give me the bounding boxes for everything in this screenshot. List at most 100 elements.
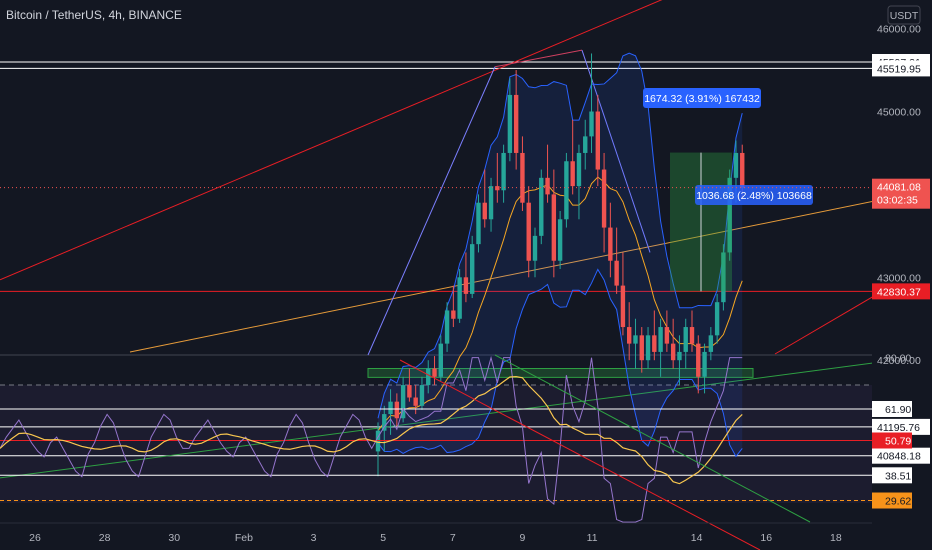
candle-body	[633, 335, 638, 344]
candle-body	[645, 335, 651, 361]
time-tick-label: 28	[99, 532, 111, 544]
tag-bg	[872, 401, 912, 417]
candle-body	[507, 94, 513, 153]
price-tick-label: 45000.00	[877, 107, 921, 119]
candle-body	[658, 327, 663, 352]
candle-body	[733, 152, 739, 178]
tag-bg	[872, 432, 912, 449]
tag-bg	[872, 178, 930, 209]
candle-body	[488, 186, 494, 220]
rsi-tick-label: 80.00	[885, 353, 911, 365]
rsi-ma-line	[0, 375, 743, 485]
rsi-band	[0, 385, 872, 503]
candle-body	[432, 368, 437, 377]
measure-label-2: 1036.68 (2.48%) 103668	[695, 185, 813, 205]
wedge-line-left	[367, 66, 496, 356]
candle-body	[740, 152, 745, 188]
candle-body	[451, 310, 456, 319]
candle-body	[627, 327, 632, 344]
tag-bg	[872, 283, 930, 300]
time-tick-label: 11	[587, 532, 598, 544]
candle-body	[482, 202, 487, 220]
candle-body	[413, 397, 418, 406]
price-level-tag: 45519.95	[872, 60, 930, 77]
candle-body	[545, 177, 550, 195]
candle-body	[595, 111, 600, 170]
candle-body	[375, 430, 381, 452]
rsi-level-tag: 50.79	[872, 432, 912, 449]
tag-text: 29.62	[885, 496, 911, 508]
candle-body	[570, 161, 575, 187]
measure-label-text: 1036.68 (2.48%) 103668	[696, 190, 812, 202]
time-tick-label: 30	[168, 532, 180, 544]
currency-button-label: USDT	[890, 10, 919, 22]
time-tick-label: 16	[760, 532, 772, 544]
candle-body	[696, 343, 701, 377]
tag-bg	[872, 447, 930, 464]
candle-body	[438, 343, 443, 377]
rsi-line	[0, 355, 743, 523]
candle-body	[664, 327, 670, 344]
candle-body	[463, 277, 469, 294]
price-level-tag: 40848.18	[872, 447, 930, 464]
currency-button-border	[887, 5, 921, 25]
candle-body	[601, 169, 607, 228]
candle-body	[388, 401, 393, 415]
candle-body	[526, 202, 531, 261]
measure-label-text: 1674.32 (3.91%) 167432	[644, 93, 760, 105]
rsi-level-tag: 29.62	[872, 492, 912, 509]
candle-body	[520, 152, 525, 203]
price-tick-label: 43000.00	[877, 272, 921, 284]
tag-text: 61.90	[885, 404, 911, 416]
time-tick-label: 18	[830, 532, 842, 544]
candle-body	[551, 194, 557, 261]
candle-body	[576, 152, 582, 187]
candle-body	[470, 244, 475, 294]
candle-body	[444, 310, 450, 344]
moving-average	[377, 176, 743, 431]
chart-title: Bitcoin / TetherUS, 4h, BINANCE	[6, 8, 182, 22]
tag-bg	[872, 60, 930, 77]
candle-body	[652, 335, 657, 352]
support-zone	[367, 367, 754, 378]
time-tick-label: 5	[380, 532, 386, 544]
tag-text: 42830.37	[877, 286, 921, 298]
candle-body	[501, 152, 506, 191]
price-tick-label: 46000.00	[877, 24, 921, 36]
candle-body	[589, 111, 594, 137]
currency-button[interactable]: USDT	[887, 5, 921, 25]
tag-text: 50.79	[885, 435, 911, 447]
candle-body	[539, 177, 544, 236]
candle-body	[407, 385, 412, 398]
candle-body	[702, 351, 707, 377]
candle-body	[564, 161, 569, 220]
candle-body	[727, 177, 732, 253]
candle-body	[721, 252, 726, 303]
tag-bg	[872, 492, 912, 509]
price-level-tag: 42830.37	[872, 283, 930, 300]
candle-body	[532, 235, 538, 261]
tag-text: 40848.18	[877, 451, 921, 463]
measure-label-bg	[643, 88, 761, 108]
time-tick-label: 7	[450, 532, 456, 544]
time-tick-label: 26	[29, 532, 41, 544]
candle-body	[639, 335, 644, 361]
bollinger-lower	[377, 268, 743, 458]
candle-body	[394, 401, 400, 419]
candle-body	[495, 186, 500, 191]
wedge-top	[494, 49, 583, 68]
time-tick-label: 9	[520, 532, 526, 544]
measure-label-bg	[695, 185, 813, 205]
tag-bg	[872, 418, 930, 435]
candle-body	[677, 351, 682, 361]
candle-body	[608, 227, 613, 261]
candle-body	[683, 327, 688, 352]
trendline-orange	[129, 188, 932, 353]
tag-text: 45519.95	[877, 63, 921, 75]
tag-text: 41195.76	[877, 422, 920, 434]
candle-body	[583, 136, 588, 153]
rsi-trendline-green	[494, 354, 811, 523]
candle-body	[557, 219, 563, 261]
trendline-red-upper	[0, 0, 663, 281]
